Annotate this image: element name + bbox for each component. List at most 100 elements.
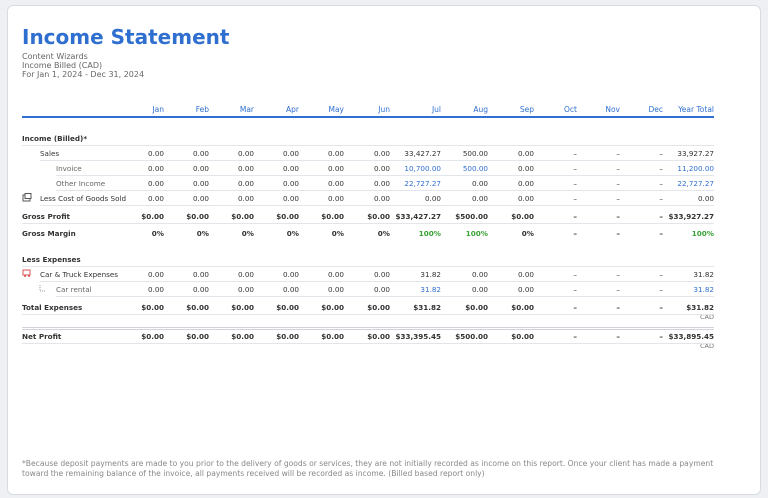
cell-value: – <box>616 212 620 221</box>
row-label: Car & Truck Expenses <box>40 270 119 279</box>
column-header: Feb <box>195 105 209 114</box>
cell-value: 31.82 <box>693 270 714 279</box>
cell-value: $0.00 <box>141 332 164 341</box>
row-label: Sales <box>40 149 60 158</box>
row-label: Less Cost of Goods Sold <box>40 194 127 203</box>
cell-value: 0.00 <box>327 285 344 294</box>
report-card: Income Statement Content Wizards Income … <box>7 5 761 495</box>
cell-value: $0.00 <box>276 332 299 341</box>
cell-value: $0.00 <box>186 332 209 341</box>
cell-value: 0.00 <box>471 179 488 188</box>
row-rule <box>22 314 714 315</box>
sub-item-icon <box>39 285 45 292</box>
cell-value: 0.00 <box>373 270 390 279</box>
cell-value: 0.00 <box>517 270 534 279</box>
cell-value: 0.00 <box>373 285 390 294</box>
cell-value: $0.00 <box>465 303 488 312</box>
cell-value: 0.00 <box>517 194 534 203</box>
cell-value: – <box>573 270 577 279</box>
row-rule <box>22 223 714 224</box>
cell-value: 0.00 <box>192 285 209 294</box>
cell-value: – <box>659 270 663 279</box>
cell-value: – <box>573 149 577 158</box>
cell-value: 0.00 <box>373 179 390 188</box>
cell-value: 0.00 <box>424 194 441 203</box>
row-label: Total Expenses <box>22 303 83 312</box>
cell-value: – <box>616 149 620 158</box>
section-heading: Less Expenses <box>22 255 81 264</box>
row-rule <box>22 145 714 146</box>
basis: Income Billed (CAD) <box>22 61 103 70</box>
cell-value: $500.00 <box>455 212 488 221</box>
currency: CAD <box>700 342 714 350</box>
cell-value: 0.00 <box>517 179 534 188</box>
cell-value: 0% <box>151 229 164 238</box>
cell-value: $0.00 <box>367 212 390 221</box>
column-header: Jan <box>152 105 164 114</box>
row-rule <box>22 266 714 267</box>
period: For Jan 1, 2024 - Dec 31, 2024 <box>22 70 145 79</box>
cell-value: 22,727.27 <box>677 179 714 188</box>
column-header: Apr <box>286 105 299 114</box>
cell-value: – <box>616 332 620 341</box>
column-header: Nov <box>605 105 620 114</box>
cell-value: – <box>573 212 577 221</box>
cell-value: 0.00 <box>237 270 254 279</box>
cell-value: 0.00 <box>373 164 390 173</box>
cell-value: 0.00 <box>147 285 164 294</box>
cell-value: – <box>659 332 663 341</box>
cell-value: – <box>659 212 663 221</box>
cell-value: – <box>573 303 577 312</box>
cell-value: 0.00 <box>282 194 299 203</box>
cell-value: 0% <box>521 229 534 238</box>
row-label: Net Profit <box>22 332 62 341</box>
row-label: Gross Profit <box>22 212 70 221</box>
cell-value: – <box>616 229 620 238</box>
cell-value: $0.00 <box>367 303 390 312</box>
cell-value: 0% <box>286 229 299 238</box>
cell-value: – <box>573 285 577 294</box>
row-rule <box>56 175 714 176</box>
cell-value: 0.00 <box>471 270 488 279</box>
row-rule <box>22 327 714 330</box>
cell-value: 31.82 <box>420 270 441 279</box>
cell-value: $0.00 <box>511 303 534 312</box>
cell-value: – <box>616 164 620 173</box>
row-rule <box>56 190 714 191</box>
cell-value: $0.00 <box>276 212 299 221</box>
row-rule <box>56 296 714 297</box>
cell-value: $0.00 <box>231 212 254 221</box>
section-heading: Income (Billed)* <box>22 134 88 143</box>
cell-value: $0.00 <box>186 303 209 312</box>
cell-value: 0.00 <box>373 149 390 158</box>
cell-value: 0.00 <box>237 164 254 173</box>
cell-value: – <box>616 270 620 279</box>
cell-value: $500.00 <box>455 332 488 341</box>
cell-value: 0.00 <box>327 164 344 173</box>
column-header: Jun <box>378 105 390 114</box>
cell-value: 0.00 <box>327 194 344 203</box>
cogs-icon <box>22 193 32 202</box>
cell-value: $0.00 <box>276 303 299 312</box>
column-header: Sep <box>519 105 534 114</box>
cell-value: 500.00 <box>462 149 488 158</box>
cell-value: 100% <box>691 229 714 238</box>
cell-value: – <box>659 285 663 294</box>
column-header: Jul <box>431 105 441 114</box>
cell-value: 0.00 <box>237 285 254 294</box>
cell-value: 0.00 <box>192 179 209 188</box>
cell-value: – <box>659 149 663 158</box>
cell-value: $0.00 <box>186 212 209 221</box>
cell-value: – <box>573 164 577 173</box>
footnote: *Because deposit payments are made to yo… <box>22 459 714 478</box>
cell-value: 0.00 <box>237 194 254 203</box>
cell-value: 0.00 <box>327 270 344 279</box>
cell-value: 0.00 <box>192 270 209 279</box>
cell-value: $33,395.45 <box>395 332 441 341</box>
cell-value: 0.00 <box>147 194 164 203</box>
cell-value: 10,700.00 <box>404 164 441 173</box>
column-header: Oct <box>564 105 577 114</box>
cell-value: $0.00 <box>231 332 254 341</box>
cell-value: – <box>573 229 577 238</box>
cell-value: $0.00 <box>141 212 164 221</box>
